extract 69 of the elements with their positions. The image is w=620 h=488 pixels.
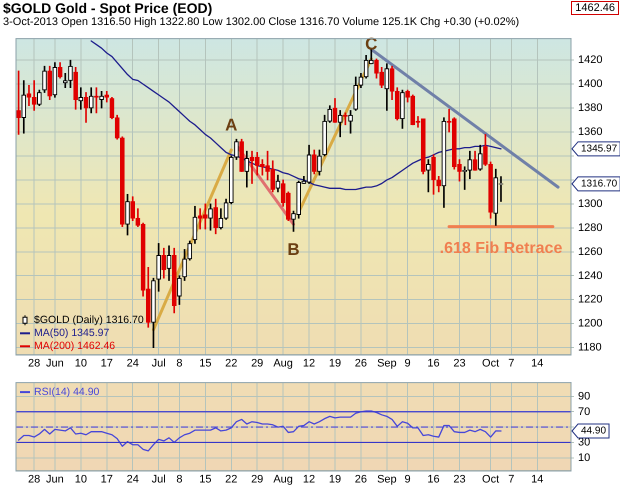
x-tick-label: 26 bbox=[354, 357, 368, 370]
x-tick-label: 12 bbox=[302, 357, 316, 370]
x-tick-label: 24 bbox=[126, 357, 139, 370]
legend-label: MA(200) 1462.46 bbox=[34, 340, 116, 352]
x-tick-label: 16 bbox=[427, 473, 440, 486]
text: 1316.70 bbox=[581, 178, 618, 190]
text: 1462.46 bbox=[571, 1, 619, 15]
x-tick-label: 8 bbox=[176, 357, 182, 370]
x-tick-label: Aug bbox=[273, 473, 293, 486]
y-tick-label: 1180 bbox=[578, 342, 602, 354]
x-tick-label: 23 bbox=[453, 357, 466, 370]
x-tick-label: 29 bbox=[251, 357, 264, 370]
chart-title: $GOLD Gold - Spot Price (EOD) bbox=[3, 0, 212, 16]
x-tick-label: 10 bbox=[74, 357, 87, 370]
x-tick-label: Jul bbox=[152, 357, 166, 370]
x-tick-label: 23 bbox=[453, 473, 466, 486]
x-tick-label: Oct bbox=[482, 473, 500, 486]
x-tick-label: 28 bbox=[28, 357, 40, 370]
y-tick-label: 1200 bbox=[578, 318, 602, 330]
y-tick-label: 1380 bbox=[578, 102, 602, 114]
x-tick-label: 29 bbox=[251, 473, 264, 486]
x-tick-label: 9 bbox=[404, 357, 411, 370]
x-tick-label: 24 bbox=[126, 473, 139, 486]
y-tick-label: 1280 bbox=[578, 222, 602, 234]
x-tick-label: Jun bbox=[46, 473, 64, 486]
x-tick-label: 7 bbox=[508, 473, 514, 486]
x-tick-label: 26 bbox=[354, 473, 368, 486]
annotation: B bbox=[287, 240, 300, 259]
y-tick-label: 1260 bbox=[578, 246, 602, 258]
x-tick-label: 19 bbox=[328, 357, 342, 370]
x-tick-label: 15 bbox=[199, 473, 212, 486]
y-tick-label: 1300 bbox=[578, 198, 602, 210]
x-tick-label: 17 bbox=[100, 473, 113, 486]
x-tick-label: 14 bbox=[531, 473, 544, 486]
x-tick-label: 7 bbox=[508, 357, 514, 370]
x-tick-label: 15 bbox=[199, 357, 212, 370]
series-label: .618 Fib Retrace bbox=[440, 240, 562, 258]
annotation: A bbox=[225, 116, 238, 135]
y-tick-label: 1420 bbox=[578, 54, 602, 66]
y-tick-label: 90 bbox=[578, 390, 590, 402]
y-tick-label: 1400 bbox=[578, 78, 602, 90]
legend-label: $GOLD (Daily) 1316.70 bbox=[34, 314, 144, 326]
chart-subtitle: 3-Oct-2013 Open 1316.50 High 1322.80 Low 1302.00 Close 1316.70 Volume 125.1K Chg +0.30 (+0.02%) bbox=[3, 16, 520, 28]
x-tick-label: 19 bbox=[328, 473, 342, 486]
y-tick-label: 1360 bbox=[578, 126, 602, 138]
x-tick-label: Oct bbox=[482, 357, 500, 370]
x-tick-label: 22 bbox=[225, 473, 238, 486]
x-tick-label: 9 bbox=[404, 473, 411, 486]
x-tick-label: 16 bbox=[427, 357, 440, 370]
y-tick-label: 1240 bbox=[578, 270, 602, 282]
text: 44.90 bbox=[581, 426, 606, 437]
x-tick-label: Jun bbox=[46, 357, 64, 370]
y-tick-label: 10 bbox=[578, 452, 590, 464]
y-tick-label: 1220 bbox=[578, 294, 602, 306]
x-tick-label: 28 bbox=[28, 473, 40, 486]
legend-label: MA(50) 1345.97 bbox=[34, 327, 110, 340]
x-tick-label: 22 bbox=[225, 357, 238, 370]
x-tick-label: 14 bbox=[531, 357, 544, 370]
x-tick-label: 17 bbox=[100, 357, 113, 370]
x-tick-label: 10 bbox=[74, 473, 87, 486]
text: 1345.97 bbox=[581, 144, 618, 155]
legend-label: RSI(14) 44.90 bbox=[34, 386, 100, 398]
x-tick-label: Aug bbox=[273, 357, 293, 370]
x-tick-label: 8 bbox=[176, 473, 182, 486]
x-tick-label: 12 bbox=[302, 473, 316, 486]
x-tick-label: Sep bbox=[377, 357, 397, 370]
x-tick-label: Sep bbox=[377, 473, 397, 486]
x-tick-label: Jul bbox=[152, 473, 166, 486]
y-tick-label: 70 bbox=[578, 406, 590, 418]
